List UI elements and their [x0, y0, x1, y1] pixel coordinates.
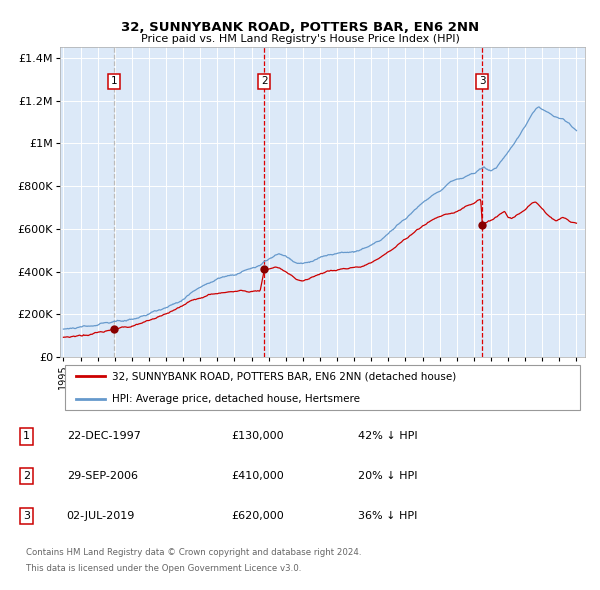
Text: Price paid vs. HM Land Registry's House Price Index (HPI): Price paid vs. HM Land Registry's House … [140, 34, 460, 44]
Text: 20% ↓ HPI: 20% ↓ HPI [358, 471, 417, 481]
Text: 2: 2 [261, 76, 268, 86]
Text: 3: 3 [479, 76, 485, 86]
Text: Contains HM Land Registry data © Crown copyright and database right 2024.: Contains HM Land Registry data © Crown c… [26, 548, 362, 557]
Text: HPI: Average price, detached house, Hertsmere: HPI: Average price, detached house, Hert… [113, 394, 361, 404]
Text: This data is licensed under the Open Government Licence v3.0.: This data is licensed under the Open Gov… [26, 564, 302, 573]
Text: 36% ↓ HPI: 36% ↓ HPI [358, 511, 417, 521]
Text: 1: 1 [23, 431, 30, 441]
Text: £410,000: £410,000 [231, 471, 284, 481]
Text: 2: 2 [23, 471, 30, 481]
Text: 3: 3 [23, 511, 30, 521]
Text: 22-DEC-1997: 22-DEC-1997 [67, 431, 140, 441]
Text: 02-JUL-2019: 02-JUL-2019 [67, 511, 135, 521]
Text: 29-SEP-2006: 29-SEP-2006 [67, 471, 138, 481]
Text: 1: 1 [111, 76, 118, 86]
Text: 32, SUNNYBANK ROAD, POTTERS BAR, EN6 2NN (detached house): 32, SUNNYBANK ROAD, POTTERS BAR, EN6 2NN… [113, 371, 457, 381]
Text: 42% ↓ HPI: 42% ↓ HPI [358, 431, 417, 441]
Text: £130,000: £130,000 [231, 431, 284, 441]
Text: 32, SUNNYBANK ROAD, POTTERS BAR, EN6 2NN: 32, SUNNYBANK ROAD, POTTERS BAR, EN6 2NN [121, 21, 479, 34]
Text: £620,000: £620,000 [231, 511, 284, 521]
FancyBboxPatch shape [65, 365, 580, 411]
